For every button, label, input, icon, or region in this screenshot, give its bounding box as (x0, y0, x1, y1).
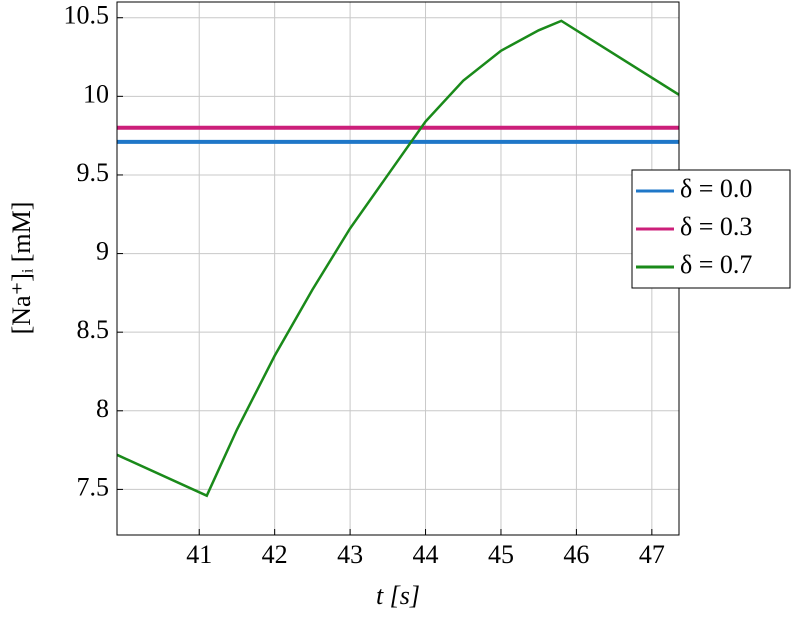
x-tick-label: 47 (639, 540, 665, 569)
x-tick-label: 42 (262, 540, 288, 569)
y-tick-label: 7.5 (77, 472, 110, 501)
series-line (117, 19, 679, 498)
y-axis-label: [Na⁺]ᵢ [mM] (7, 202, 36, 335)
x-tick-label: 41 (186, 540, 212, 569)
plot-frame (116, 1, 680, 536)
y-tick-label: 9 (96, 237, 109, 266)
x-tick-label: 46 (563, 540, 589, 569)
y-tick-label: 10 (83, 79, 109, 108)
y-tick-label: 8.5 (77, 315, 110, 344)
legend-label: δ = 0.3 (680, 212, 752, 241)
x-tick-label: 43 (337, 540, 363, 569)
legend-label: δ = 0.0 (680, 174, 752, 203)
x-tick-label: 45 (488, 540, 514, 569)
y-tick-label: 10.5 (64, 1, 110, 30)
x-axis-label: t [s] (376, 581, 420, 610)
y-tick-label: 9.5 (77, 158, 110, 187)
x-tick-label: 44 (413, 540, 439, 569)
legend-label: δ = 0.7 (680, 250, 752, 279)
y-tick-label: 8 (96, 394, 109, 423)
